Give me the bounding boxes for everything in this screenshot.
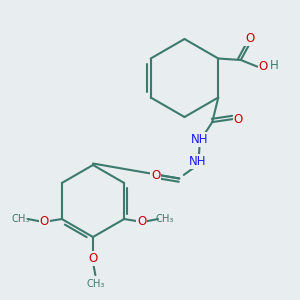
Text: O: O xyxy=(245,32,254,45)
Text: O: O xyxy=(40,215,49,228)
Text: H: H xyxy=(269,59,278,72)
Text: NH: NH xyxy=(188,154,206,168)
Text: CH₃: CH₃ xyxy=(156,214,174,224)
Text: NH: NH xyxy=(191,133,208,146)
Text: O: O xyxy=(259,60,268,73)
Text: O: O xyxy=(233,112,243,126)
Text: CH₃: CH₃ xyxy=(12,214,30,224)
Text: O: O xyxy=(88,252,98,265)
Text: O: O xyxy=(137,215,146,228)
Text: O: O xyxy=(151,169,160,182)
Text: CH₃: CH₃ xyxy=(86,279,105,289)
